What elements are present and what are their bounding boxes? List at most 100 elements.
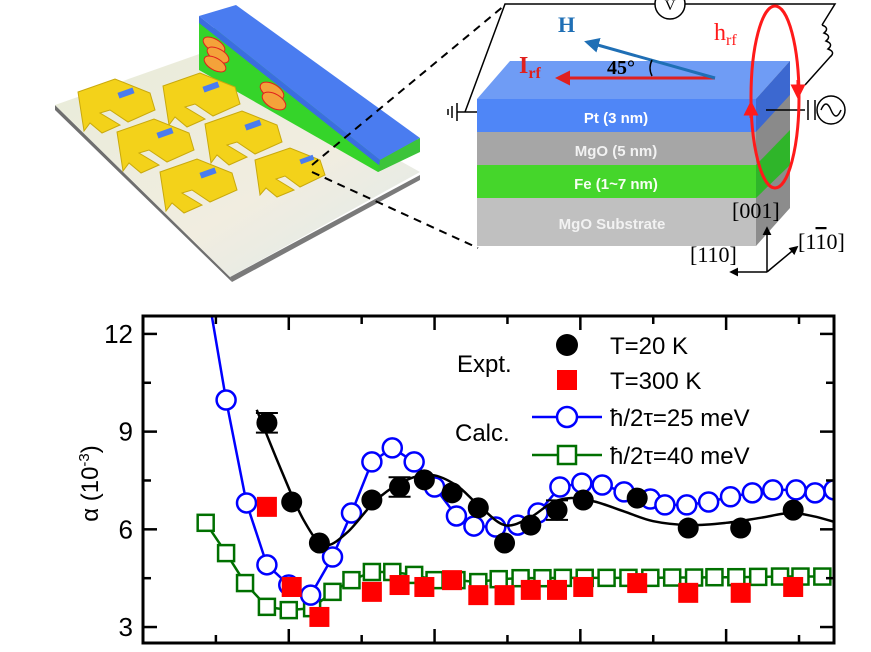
data-point-20k (281, 491, 303, 513)
data-point-300k (547, 579, 568, 600)
electrode-6 (254, 147, 326, 198)
data-point-300k (494, 585, 515, 606)
data-point-20k (389, 476, 411, 498)
data-point-300k (309, 606, 330, 627)
spin-wave-icon (202, 36, 287, 111)
hrf-label: hrf (714, 20, 737, 49)
electrode-2 (162, 72, 241, 128)
data-point-25mev (321, 546, 344, 568)
y-axis-label-main: α (10 (77, 467, 104, 522)
data-point-40mev (662, 568, 682, 587)
layer-pt (477, 99, 756, 132)
data-point-40mev (257, 597, 277, 617)
damping-chart: 3 6 9 12 α (10-3) Expt. Calc. T=20 K T=300 K ħ/… (76, 314, 836, 645)
data-point-300k (573, 576, 594, 597)
axis-1m10-arrow (766, 245, 799, 273)
layer-label-substrate: MgO Substrate (559, 216, 666, 233)
angle-label: 45° (607, 57, 635, 79)
data-point-25mev (340, 502, 363, 524)
data-point-25mev (549, 476, 571, 498)
axis-1m10-part-b: 0] (827, 229, 845, 254)
axis-110-label: [110] (690, 242, 737, 267)
data-point-300k (730, 582, 751, 603)
data-point-300k (520, 579, 541, 600)
data-point-20k (730, 517, 752, 539)
layer-mgo (477, 132, 756, 165)
h-field-label: H (558, 12, 575, 37)
data-point-300k (414, 576, 435, 597)
data-point-40mev (279, 600, 299, 620)
data-point-25mev (463, 515, 485, 537)
legend-marker-40mev (556, 444, 578, 466)
axis-1m10-bar-digit: 1 (816, 229, 827, 254)
data-point-25mev (215, 389, 237, 411)
angle-arc (649, 59, 653, 77)
data-point-20k (494, 532, 516, 554)
data-point-300k (256, 496, 277, 517)
data-point-25mev (361, 451, 383, 473)
h-field-arrow (584, 38, 716, 80)
electrode-3 (116, 118, 195, 174)
irf-label-main: I (519, 53, 528, 79)
data-point-20k (361, 489, 383, 511)
axis-1m10-label: [110] (798, 229, 845, 254)
data-point-20k (572, 489, 594, 511)
legend: Expt. Calc. T=20 K T=300 K ħ/2τ=25 meV ħ/2τ=4… (455, 333, 750, 470)
mgo-right-side (756, 95, 790, 165)
y-axis-label: α (10-3) (76, 445, 104, 522)
data-point-25mev (403, 451, 425, 473)
data-point-300k (783, 576, 804, 597)
data-point-40mev (362, 562, 382, 582)
data-point-25mev (823, 479, 834, 501)
circuit-wire-left (464, 3, 655, 113)
data-point-20k (467, 497, 489, 519)
layer-label-mgo: MgO (5 nm) (575, 143, 658, 160)
legend-group-calc: Calc. (455, 420, 510, 447)
data-point-25mev (785, 479, 807, 501)
data-point-40mev (235, 573, 255, 593)
substrate-side (55, 105, 232, 282)
data-point-20k (520, 514, 542, 536)
data-point-40mev (196, 513, 215, 533)
data-point-25mev (697, 491, 720, 513)
data-point-300k (678, 582, 699, 603)
data-point-300k (468, 585, 489, 606)
substrate-side-right (230, 175, 420, 282)
data-point-40mev (489, 569, 508, 589)
irf-label: Irf (519, 53, 541, 82)
data-point-20k (782, 499, 804, 521)
y-tick-label: 6 (119, 514, 133, 544)
device-illustration (55, 5, 420, 282)
electrode-5 (159, 158, 238, 214)
data-point-40mev (705, 567, 724, 587)
data-point-25mev (591, 474, 613, 496)
irf-label-sub: rf (528, 65, 541, 82)
y-axis-label-close: ) (77, 445, 104, 453)
data-point-25mev (381, 437, 404, 459)
data-point-20k (256, 412, 278, 434)
y-axis-label-exponent: -3 (76, 453, 93, 466)
zoom-line-bottom (311, 171, 479, 249)
data-point-20k (413, 469, 435, 491)
ac-source-icon (816, 95, 846, 125)
data-point-40mev (813, 567, 832, 586)
layer-fe (477, 165, 756, 198)
stripe-front-blue (199, 16, 380, 166)
voltmeter-label: V (665, 0, 676, 14)
legend-entry-label: T=20 K (610, 333, 688, 360)
layer-label-pt: Pt (3 nm) (584, 110, 648, 127)
data-point-40mev (748, 567, 768, 587)
data-point-25mev (741, 482, 764, 504)
legend-entry-label: T=300 K (610, 368, 701, 395)
layer-label-fe: Fe (1~7 nm) (574, 176, 658, 193)
hrf-label-sub: rf (726, 32, 737, 49)
axis-001-label: [001] (732, 198, 780, 223)
legend-group-expt: Expt. (457, 351, 512, 378)
data-point-25mev (299, 584, 322, 606)
legend-entry-label: ħ/2τ=40 meV (610, 443, 750, 470)
electrode-4 (204, 110, 283, 166)
y-tick-label: 12 (104, 319, 133, 349)
data-point-25mev (762, 479, 784, 501)
data-point-25mev (676, 494, 698, 516)
